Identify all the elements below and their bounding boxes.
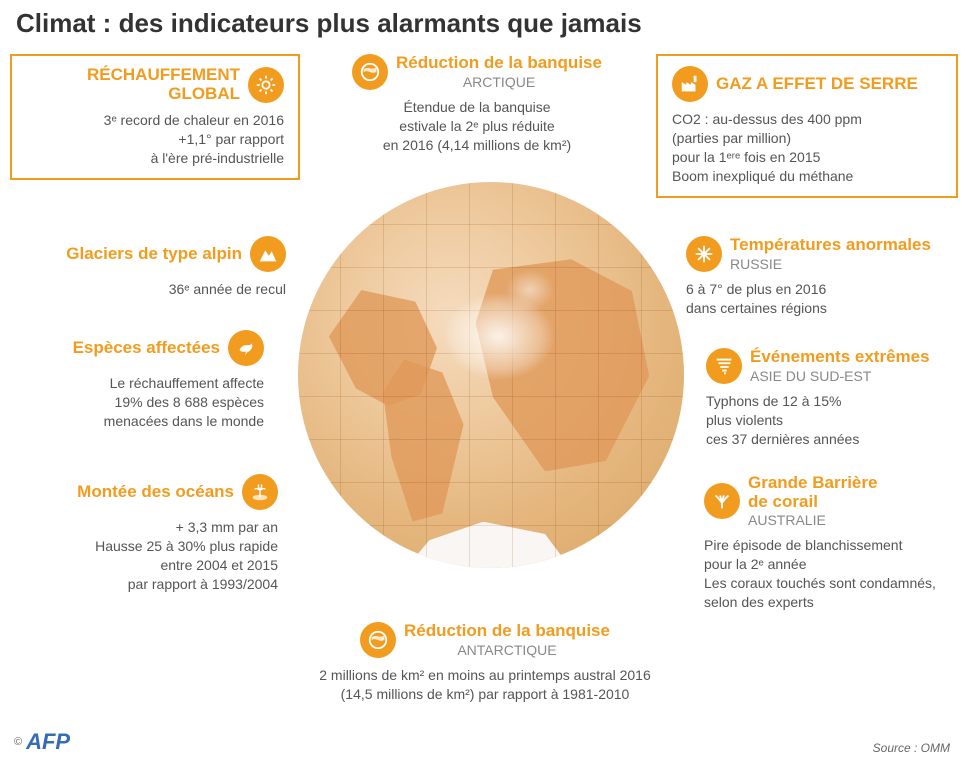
sun-icon — [248, 67, 284, 103]
globe-illustration — [298, 182, 684, 568]
section-ocean: Montée des océans + 3,3 mm par anHausse 2… — [6, 474, 278, 594]
section-title: GAZ A EFFET DE SERRE — [716, 75, 918, 94]
afp-logo: AFP — [26, 729, 70, 755]
section-title: Glaciers de type alpin — [66, 245, 242, 264]
mountain-icon — [250, 236, 286, 272]
section-glaciers: Glaciers de type alpin 36ᵉ année de recul — [18, 236, 286, 299]
section-temp: Températures anormalesRUSSIE 6 à 7° de pl… — [686, 236, 956, 318]
bird-icon — [228, 330, 264, 366]
island-icon — [242, 474, 278, 510]
globe-ice-icon — [352, 54, 388, 90]
section-body: 2 millions de km² en moins au printemps … — [250, 666, 720, 704]
section-subtitle: RUSSIE — [730, 256, 931, 272]
section-ghg: GAZ A EFFET DE SERRE CO2 : au-dessus des … — [656, 54, 958, 198]
section-title: Événements extrêmes — [750, 348, 930, 367]
section-title: Réduction de la banquise — [404, 622, 610, 641]
footer-copyright: © AFP — [14, 729, 70, 755]
continent-shape — [476, 259, 650, 471]
footer-source: Source : OMM — [873, 741, 950, 755]
section-body: 3ᵉ record de chaleur en 2016+1,1° par ra… — [26, 111, 284, 168]
section-body: + 3,3 mm par anHausse 25 à 30% plus rapi… — [6, 518, 278, 594]
section-antarctic: Réduction de la banquiseANTARCTIQUE 2 mil… — [250, 622, 720, 704]
snowflake-icon — [686, 236, 722, 272]
section-subtitle: ASIE DU SUD-EST — [750, 368, 930, 384]
section-subtitle: AUSTRALIE — [748, 512, 877, 528]
section-title: Températures anormales — [730, 236, 931, 255]
page-title: Climat : des indicateurs plus alarmants … — [16, 8, 642, 39]
section-title: Réduction de la banquise — [396, 54, 602, 73]
continent-shape — [329, 290, 437, 406]
section-warming: RÉCHAUFFEMENT GLOBAL 3ᵉ record de chaleur… — [10, 54, 300, 180]
section-body: Le réchauffement affecte19% des 8 688 es… — [6, 374, 264, 431]
factory-icon — [672, 66, 708, 102]
section-body: Étendue de la banquiseestivale la 2ᵉ plu… — [322, 98, 632, 155]
section-subtitle: ANTARCTIQUE — [404, 642, 610, 658]
section-title: Espèces affectées — [73, 339, 220, 358]
coral-icon — [704, 483, 740, 519]
section-body: 6 à 7° de plus en 2016dans certaines rég… — [686, 280, 956, 318]
section-body: CO2 : au-dessus des 400 ppm(parties par … — [672, 110, 942, 186]
section-arctic: Réduction de la banquiseARCTIQUE Étendue … — [322, 54, 632, 155]
globe-gridlines — [298, 182, 684, 568]
section-title: RÉCHAUFFEMENT GLOBAL — [26, 66, 240, 103]
section-coral: Grande Barrièrede corailAUSTRALIE Pire ép… — [704, 474, 962, 612]
continent-shape — [383, 360, 468, 522]
tornado-icon — [706, 348, 742, 384]
section-body: 36ᵉ année de recul — [18, 280, 286, 299]
globe-ice-icon — [360, 622, 396, 658]
section-body: Typhons de 12 à 15%plus violentsces 37 d… — [706, 392, 960, 449]
section-title: Grande Barrièrede corail — [748, 474, 877, 511]
section-subtitle: ARCTIQUE — [396, 74, 602, 90]
section-extreme: Événements extrêmesASIE DU SUD-EST Typhon… — [706, 348, 960, 449]
antarctica-shape — [414, 522, 568, 568]
section-body: Pire épisode de blanchissementpour la 2ᵉ… — [704, 536, 962, 612]
section-title: Montée des océans — [77, 483, 234, 502]
section-species: Espèces affectées Le réchauffement affect… — [6, 330, 264, 431]
